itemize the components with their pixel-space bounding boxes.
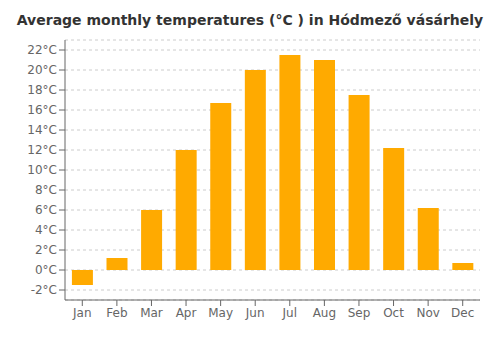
svg-text:Sep: Sep <box>348 306 371 320</box>
svg-text:Dec: Dec <box>451 306 474 320</box>
svg-text:Jan: Jan <box>72 306 92 320</box>
svg-text:6°C: 6°C <box>35 203 57 217</box>
svg-text:20°C: 20°C <box>27 63 57 77</box>
svg-text:22°C: 22°C <box>27 43 57 57</box>
svg-text:10°C: 10°C <box>27 163 57 177</box>
svg-text:Mar: Mar <box>140 306 163 320</box>
svg-text:Feb: Feb <box>106 306 127 320</box>
svg-text:2°C: 2°C <box>35 243 57 257</box>
svg-text:May: May <box>208 306 233 320</box>
svg-text:-2°C: -2°C <box>31 283 57 297</box>
svg-text:8°C: 8°C <box>35 183 57 197</box>
svg-text:14°C: 14°C <box>27 123 57 137</box>
svg-text:Jun: Jun <box>245 306 265 320</box>
svg-text:18°C: 18°C <box>27 83 57 97</box>
svg-text:Oct: Oct <box>383 306 404 320</box>
svg-text:0°C: 0°C <box>35 263 57 277</box>
svg-text:Nov: Nov <box>416 306 439 320</box>
svg-text:4°C: 4°C <box>35 223 57 237</box>
svg-text:16°C: 16°C <box>27 103 57 117</box>
svg-text:12°C: 12°C <box>27 143 57 157</box>
html-text:Average monthly temperatures (: Average monthly temperatures (°C ) in Hó… <box>16 12 484 28</box>
svg-text:Aug: Aug <box>313 306 336 320</box>
svg-text:Jul: Jul <box>282 306 297 320</box>
svg-text:Apr: Apr <box>176 306 197 320</box>
